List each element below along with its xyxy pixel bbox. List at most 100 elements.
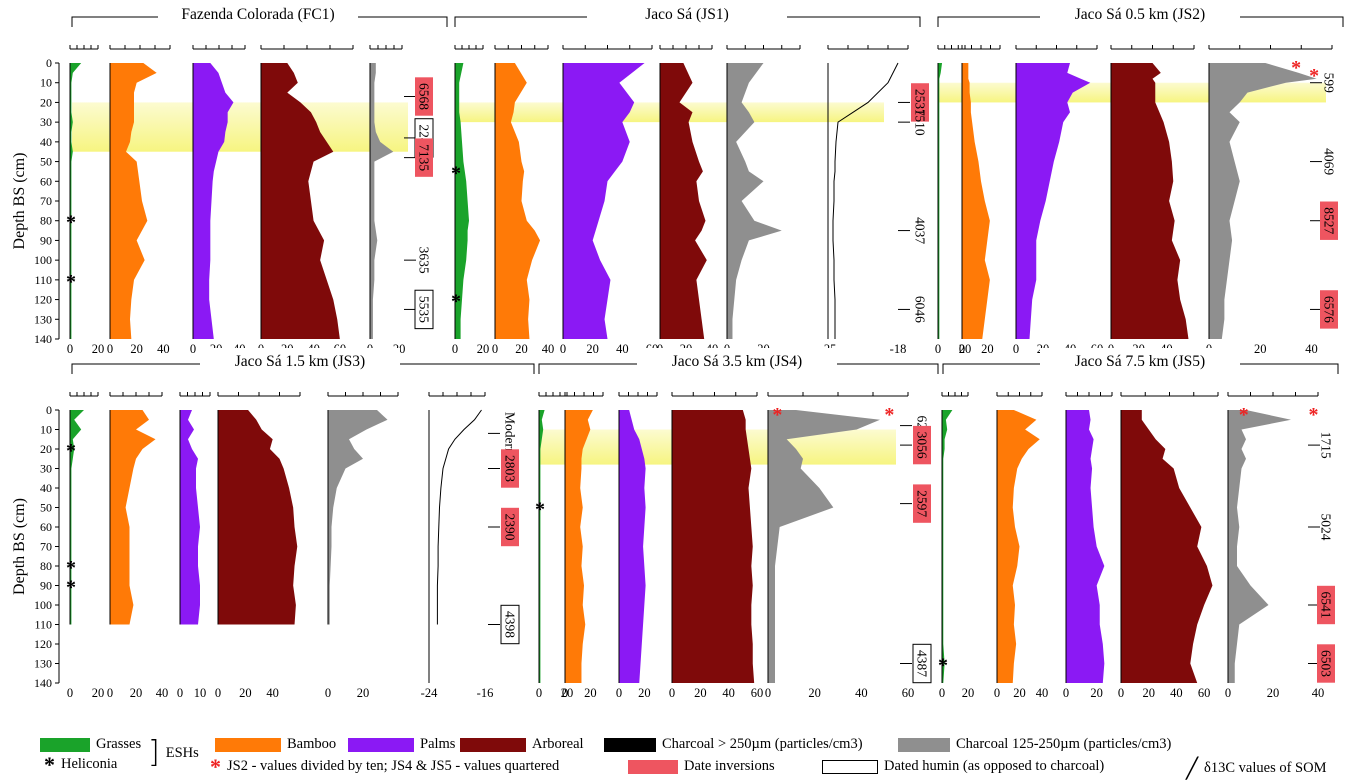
series-grasses (69, 63, 82, 339)
series-bamboo (564, 410, 593, 683)
depth-tick-label: 20 (40, 442, 52, 456)
red-scaling-marker: * (1309, 404, 1319, 426)
heliconia-marker: * (451, 291, 461, 313)
panel-5: Jaco Sá 3.5 km (JS4)0 200 20 0 20 0 20 40 60 0 20 4… (535, 348, 939, 700)
date-label: 4387 (900, 643, 932, 684)
x-tick-label: 10 (194, 686, 207, 700)
date-value: 6046 (913, 296, 928, 323)
area-1 (455, 63, 469, 339)
panel-6: Jaco Sá 7.5 km (JS5)0 20 0 20 40 0 20 0 20 40 60 0 2… (938, 348, 1339, 700)
area-6 (328, 410, 388, 625)
x-tick-label: 20 (808, 686, 821, 700)
x-tick-label: -18 (890, 342, 907, 356)
legend-d13c-label: δ13C values of SOM (1204, 759, 1327, 776)
x-axis-6: 0 20 40 (1225, 392, 1324, 700)
heliconia-marker: * (535, 499, 545, 521)
legend-arboreal: Arboreal (460, 736, 584, 753)
date-inversion-box (415, 77, 433, 116)
x-tick-label: 0 (107, 686, 113, 700)
x-tick-label: 0 (1013, 342, 1019, 356)
depth-tick-label: 120 (34, 293, 52, 307)
panel-3: Jaco Sá 0.5 km (JS2)02002002040600204002… (935, 1, 1344, 356)
date-value: 8527 (1322, 207, 1337, 234)
series-grasses (69, 410, 84, 625)
date-label: 5024 (1308, 514, 1334, 541)
date-inversion-box (1317, 585, 1335, 625)
series-bamboo (996, 410, 1040, 683)
x-tick-label: 20 (584, 686, 597, 700)
x-tick-label: 20 (130, 342, 143, 356)
date-inversion-box (501, 449, 519, 488)
x-axis-6: 0 20 40 60 (765, 392, 914, 700)
x-axis-7: -24 -16 (421, 392, 494, 700)
depth-tick-label: 60 (40, 520, 52, 534)
date-label: 4398 (488, 604, 520, 645)
heliconia-star-icon: * (44, 751, 55, 777)
date-value: 5535 (417, 296, 432, 323)
date-inversion-box (415, 138, 433, 177)
x-axis-1: 0 20 (67, 392, 104, 700)
area-6 (370, 63, 394, 339)
panel-title: Jaco Sá 0.5 km (JS2) (1075, 6, 1205, 23)
x-tick-label: 20 (561, 686, 574, 700)
heliconia-marker: * (66, 271, 76, 293)
x-tick-label: -16 (477, 686, 494, 700)
title-backdrop (200, 348, 400, 366)
x-tick-label: 0 (669, 686, 675, 700)
x-tick-label: 0 (107, 342, 113, 356)
arboreal-swatch (460, 737, 526, 752)
x-axis-2: 0 20 (562, 392, 604, 700)
legend-esh: ] ESHs (148, 738, 199, 768)
red-star-icon: * (210, 753, 221, 779)
x-tick-label: 0 (935, 342, 941, 356)
series-palms (618, 410, 646, 683)
grasses-swatch (40, 737, 90, 752)
date-value: 5024 (1319, 514, 1334, 541)
charcoal-large-swatch (604, 737, 656, 752)
date-value: 599 (1322, 73, 1337, 94)
date-inversion-swatch (628, 759, 678, 774)
red-scaling-marker: * (884, 404, 894, 426)
depth-tick-label: 100 (34, 253, 52, 267)
date-label: 6541 (1308, 585, 1335, 625)
area-1 (942, 410, 953, 683)
x-tick-label: 0 (492, 342, 498, 356)
x-tick-label: 40 (1305, 342, 1318, 356)
x-tick-label: 60 (902, 686, 915, 700)
depth-tick-label: 80 (40, 214, 52, 228)
date-value: 6568 (417, 83, 432, 110)
x-tick-label: 0 (1118, 686, 1124, 700)
series-charcoal-125-250-m-particles-cm3- (726, 63, 782, 339)
depth-tick-label: 90 (40, 233, 52, 247)
date-label: 1715 (1308, 432, 1334, 459)
area-6 (1209, 63, 1317, 339)
date-inversion-box (501, 507, 519, 547)
area-2 (962, 63, 990, 339)
legend-bamboo: Bamboo (215, 736, 336, 753)
x-tick-label: 20 (239, 686, 252, 700)
x-tick-label: 20 (130, 686, 143, 700)
depth-tick-label: 100 (34, 598, 52, 612)
area-6 (768, 410, 880, 683)
area-3 (1016, 63, 1091, 339)
area-3 (563, 63, 645, 339)
date-label: 2390 (488, 507, 519, 547)
heliconia-marker: * (451, 162, 461, 184)
date-value: 6576 (1322, 296, 1337, 323)
depth-tick-label: 10 (40, 76, 52, 90)
x-axis-1: 0 20 (452, 45, 489, 356)
x-axis-1: 0 20 (67, 45, 104, 356)
area-4 (1111, 63, 1189, 339)
x-tick-label: 20 (959, 342, 972, 356)
area-2 (997, 410, 1040, 683)
depth-axis-label: Depth BS (cm) (11, 498, 28, 595)
depth-tick-label: 30 (40, 115, 52, 129)
depth-tick-label: 10 (40, 423, 52, 437)
series-palms (192, 63, 234, 339)
legend-dated-humin-label: Dated humin (as opposed to charcoal) (884, 758, 1105, 774)
x-tick-label: 60 (751, 686, 764, 700)
heliconia-marker: * (66, 557, 76, 579)
depth-axis-1: 0 10 20 30 40 50 60 70 80 90 100 110 120 130 140 Depth … (11, 56, 60, 346)
x-tick-label: 60 (1198, 686, 1211, 700)
area-1 (70, 63, 82, 339)
